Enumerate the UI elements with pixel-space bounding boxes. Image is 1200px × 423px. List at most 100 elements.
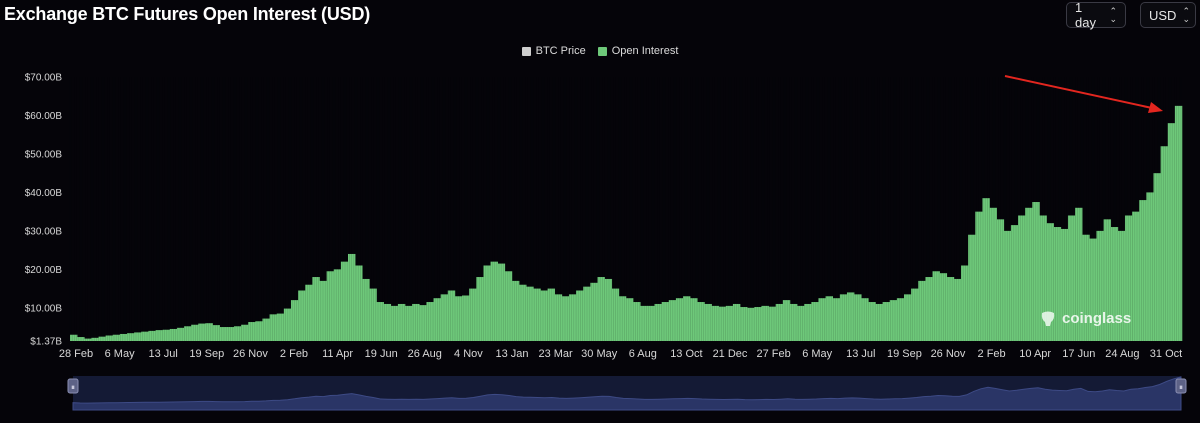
- open-interest-bar[interactable]: [761, 305, 769, 341]
- open-interest-bar[interactable]: [775, 303, 784, 341]
- open-interest-bar[interactable]: [1117, 230, 1126, 341]
- open-interest-bar[interactable]: [811, 302, 819, 341]
- open-interest-bar[interactable]: [70, 334, 78, 341]
- open-interest-bar[interactable]: [405, 305, 413, 341]
- open-interest-bar[interactable]: [283, 308, 292, 341]
- open-interest-bar[interactable]: [704, 303, 712, 341]
- open-interest-bar[interactable]: [1146, 192, 1154, 341]
- open-interest-bar[interactable]: [604, 278, 613, 341]
- navigator-right-handle[interactable]: ⏸: [1175, 378, 1187, 394]
- open-interest-bar[interactable]: [290, 300, 299, 341]
- open-interest-bar[interactable]: [611, 288, 620, 341]
- open-interest-bar[interactable]: [1082, 234, 1090, 341]
- open-interest-bar[interactable]: [939, 273, 948, 341]
- open-interest-bar[interactable]: [896, 298, 905, 341]
- open-interest-bar[interactable]: [989, 207, 997, 341]
- open-interest-bar[interactable]: [497, 263, 506, 341]
- open-interest-bar[interactable]: [661, 302, 670, 341]
- open-interest-bar[interactable]: [226, 327, 235, 341]
- open-interest-bar[interactable]: [861, 298, 869, 341]
- open-interest-bar[interactable]: [319, 280, 327, 341]
- open-interest-bar[interactable]: [996, 219, 1005, 341]
- open-interest-bar[interactable]: [383, 303, 392, 341]
- open-interest-bar[interactable]: [276, 313, 285, 341]
- open-interest-bar[interactable]: [141, 331, 149, 341]
- open-interest-bar[interactable]: [134, 332, 142, 341]
- open-interest-bar[interactable]: [312, 277, 320, 341]
- open-interest-bar[interactable]: [454, 296, 463, 341]
- open-interest-bar[interactable]: [561, 296, 570, 341]
- open-interest-bar[interactable]: [918, 280, 926, 341]
- open-interest-bar[interactable]: [832, 298, 841, 341]
- open-interest-bar[interactable]: [946, 277, 955, 341]
- open-interest-bar[interactable]: [932, 271, 940, 341]
- open-interest-bar[interactable]: [675, 298, 684, 341]
- open-interest-bar[interactable]: [1039, 215, 1047, 341]
- open-interest-bar[interactable]: [583, 286, 591, 341]
- open-interest-bar[interactable]: [348, 253, 356, 341]
- open-interest-bar[interactable]: [633, 302, 641, 341]
- open-interest-bar[interactable]: [747, 307, 755, 341]
- open-interest-bar[interactable]: [362, 278, 370, 341]
- open-interest-bar[interactable]: [1110, 227, 1119, 341]
- open-interest-bar[interactable]: [176, 327, 185, 341]
- open-interest-bar[interactable]: [597, 277, 605, 341]
- open-interest-bar[interactable]: [112, 334, 121, 341]
- open-interest-bar[interactable]: [882, 302, 891, 341]
- open-interest-bar[interactable]: [1067, 215, 1076, 341]
- open-interest-bar[interactable]: [233, 326, 242, 341]
- open-interest-bar[interactable]: [397, 303, 406, 341]
- open-interest-bar[interactable]: [440, 294, 449, 341]
- open-interest-bar[interactable]: [462, 295, 470, 341]
- open-interest-bar[interactable]: [1139, 200, 1147, 341]
- open-interest-bar[interactable]: [205, 323, 213, 341]
- open-interest-bar[interactable]: [804, 303, 812, 341]
- open-interest-bar[interactable]: [732, 303, 741, 341]
- open-interest-bar[interactable]: [654, 303, 662, 341]
- open-interest-bar[interactable]: [1089, 238, 1097, 341]
- open-interest-bar[interactable]: [554, 294, 563, 341]
- open-interest-bar[interactable]: [433, 298, 441, 341]
- open-interest-bar[interactable]: [241, 324, 249, 341]
- open-interest-bar[interactable]: [618, 296, 627, 341]
- open-interest-bar[interactable]: [1132, 211, 1140, 341]
- open-interest-bar[interactable]: [547, 288, 556, 341]
- open-interest-bar[interactable]: [868, 302, 876, 341]
- open-interest-bar[interactable]: [683, 296, 691, 341]
- interval-select[interactable]: 1 day ⌃ ⌄: [1066, 0, 1126, 30]
- navigator-left-handle[interactable]: ⏸: [67, 378, 79, 394]
- open-interest-bar[interactable]: [668, 300, 677, 341]
- open-interest-bar[interactable]: [626, 298, 634, 341]
- open-interest-bar[interactable]: [105, 335, 114, 342]
- open-interest-bar[interactable]: [1075, 207, 1083, 341]
- open-interest-bar[interactable]: [782, 300, 791, 341]
- open-interest-bar[interactable]: [184, 326, 192, 341]
- open-interest-bar[interactable]: [925, 277, 933, 341]
- open-interest-bar[interactable]: [711, 305, 719, 341]
- open-interest-bar[interactable]: [511, 280, 520, 341]
- open-interest-bar[interactable]: [697, 302, 705, 341]
- open-interest-bar[interactable]: [419, 305, 427, 341]
- open-interest-bar[interactable]: [369, 288, 377, 341]
- open-interest-bar[interactable]: [148, 330, 156, 341]
- open-interest-bar[interactable]: [961, 265, 969, 341]
- open-interest-bar[interactable]: [854, 294, 862, 341]
- open-interest-bar[interactable]: [248, 322, 256, 341]
- open-interest-bar[interactable]: [789, 303, 798, 341]
- open-interest-bar[interactable]: [1018, 215, 1026, 341]
- open-interest-bar[interactable]: [426, 302, 434, 341]
- open-interest-bar[interactable]: [740, 307, 748, 341]
- open-interest-bar[interactable]: [390, 305, 399, 341]
- open-interest-bar[interactable]: [1103, 219, 1112, 341]
- open-interest-bar[interactable]: [77, 337, 85, 341]
- open-interest-bar[interactable]: [469, 288, 477, 341]
- open-interest-bar[interactable]: [1160, 146, 1169, 341]
- open-interest-bar[interactable]: [825, 296, 834, 341]
- open-interest-bar[interactable]: [725, 305, 734, 341]
- open-interest-bar[interactable]: [975, 211, 983, 341]
- open-interest-bar[interactable]: [904, 294, 912, 341]
- open-interest-bar[interactable]: [340, 261, 349, 341]
- open-interest-bar[interactable]: [490, 261, 498, 341]
- open-interest-bar[interactable]: [1025, 207, 1033, 341]
- open-interest-bar[interactable]: [953, 278, 962, 341]
